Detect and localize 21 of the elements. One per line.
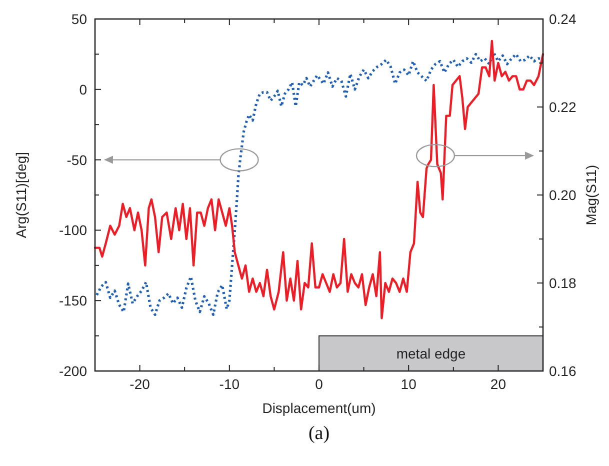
y2-axis-title: Mag(S11)	[583, 164, 599, 226]
y2-tick-label: 0.24	[549, 11, 576, 27]
y2-tick-label: 0.20	[549, 187, 576, 203]
x-tick-label: -20	[130, 376, 150, 392]
text: (a)	[308, 423, 330, 444]
x-tick-label: 10	[400, 376, 417, 392]
x-tick-label: 20	[490, 376, 506, 392]
y-tick-label: -50	[66, 152, 88, 168]
y2-tick-label: 0.22	[549, 99, 576, 115]
x-axis-title: Displacement(um)	[262, 400, 376, 416]
y-tick-label: 0	[79, 81, 88, 98]
band-label: metal edge	[396, 345, 466, 362]
x-tick-label: -10	[219, 376, 240, 392]
y-tick-label: -100	[58, 222, 88, 238]
y-tick-label: -150	[58, 292, 88, 309]
y-tick-label: -200	[58, 363, 88, 379]
x-tick-label: 0	[315, 376, 324, 392]
y2-tick-label: 0.18	[549, 275, 576, 291]
y2-tick-label: 0.16	[549, 363, 576, 379]
y-axis-title: Arg(S11)[deg]	[13, 152, 29, 238]
y-tick-label: 50	[71, 11, 88, 27]
